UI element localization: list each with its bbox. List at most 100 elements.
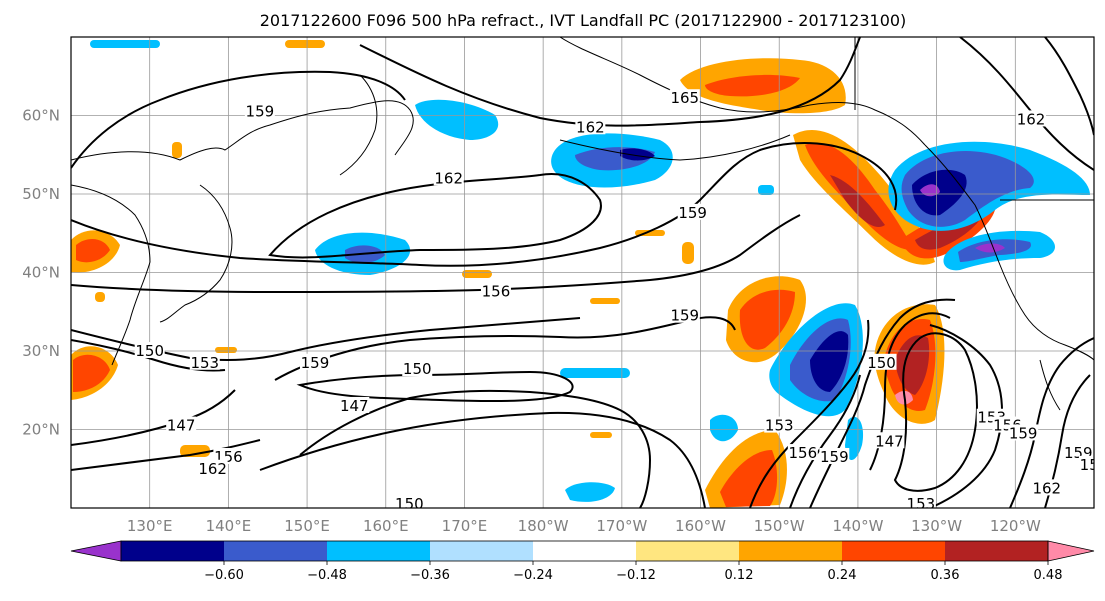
contour-label-background — [1031, 479, 1062, 496]
coast-kamchatka — [339, 74, 378, 176]
contour-label: 165 — [670, 89, 699, 107]
contour-label-background — [1008, 424, 1039, 441]
contour-label-background — [575, 118, 606, 135]
colorbar-tick-label: 0.48 — [1034, 568, 1063, 583]
contour-label: 153 — [765, 417, 794, 435]
coast-north-america-west — [924, 144, 1094, 361]
lon-tick-label: 160°W — [675, 517, 726, 535]
colorbar-tick-label: −0.24 — [513, 568, 553, 583]
contour-label: 156 — [482, 282, 511, 300]
colorbar-swatch — [842, 541, 946, 561]
contour-label: 162 — [198, 460, 227, 478]
colorbar-swatch — [636, 541, 740, 561]
colorbar-left-arrow — [70, 540, 122, 562]
contour-label: 162 — [1017, 110, 1046, 128]
colorbar-tick-label: 0.36 — [931, 568, 960, 583]
contour-label-background — [669, 306, 700, 323]
map-title: 2017122600 F096 500 hPa refract., IVT La… — [260, 11, 907, 30]
lat-tick-label: 20°N — [22, 421, 60, 439]
patch-negative-okhotsk — [415, 99, 499, 140]
coastlines — [71, 37, 1094, 411]
contour-label: 159 — [1009, 424, 1038, 442]
coast-asia-north — [71, 100, 414, 161]
contour-label: 156 — [1080, 456, 1105, 474]
contour-150-west — [71, 339, 226, 372]
colorbar-tick-label: 0.24 — [828, 568, 857, 583]
contour-label: 162 — [576, 118, 605, 136]
contour-label-background — [480, 282, 511, 299]
contour-label-background — [402, 360, 433, 377]
coast-japan — [159, 184, 233, 323]
patch-positive-west-tropics-inner — [73, 354, 110, 392]
contour-162-north — [359, 37, 861, 127]
lat-tick-label: 60°N — [22, 107, 60, 125]
colorbar-swatch — [739, 541, 843, 561]
lon-tick-label: 130°E — [127, 517, 173, 535]
colorbar-tick-label: 0.12 — [725, 568, 754, 583]
contour-label-background — [874, 432, 905, 449]
contour-label: 159 — [678, 204, 707, 222]
lon-tick-label: 170°W — [596, 517, 647, 535]
coast-alaska — [559, 37, 926, 146]
contour-label-background — [905, 495, 936, 508]
contour-label-background — [134, 342, 165, 358]
patch-positive-bering-inner — [705, 74, 800, 97]
patch-negative-south-pacific-a — [710, 414, 738, 442]
contour-162-inner — [268, 173, 602, 259]
patch-negative-south-pacific-c — [565, 482, 615, 502]
patch-speck-3 — [215, 347, 237, 353]
colorbar-tick-label: −0.48 — [307, 568, 347, 583]
contour-label-background — [1016, 110, 1047, 127]
contour-label: 153 — [907, 495, 936, 513]
contour-label: 147 — [167, 417, 196, 435]
lon-tick-label: 140°E — [206, 517, 252, 535]
contour-156-se — [1009, 337, 1094, 508]
contour-label-background — [819, 447, 850, 464]
map-frame — [70, 36, 1095, 509]
contour-159-mid — [71, 142, 898, 267]
contour-label: 150 — [135, 342, 164, 360]
contour-label-background — [764, 416, 795, 433]
contour-label-background — [787, 444, 818, 461]
patch-positive-gulf-alaska-inner — [830, 175, 885, 228]
colorbar-swatch — [327, 541, 431, 561]
contour-159-north — [71, 70, 406, 169]
longitude-labels: 130°E 140°E 150°E 160°E 170°E 180°W 170°W 160°W… — [127, 517, 1041, 535]
colorbar-tick-label: −0.60 — [204, 568, 244, 583]
lon-tick-label: 180°W — [518, 517, 569, 535]
lon-tick-label: 160°E — [363, 517, 409, 535]
lat-tick-label: 30°N — [22, 342, 60, 360]
patch-speck-7 — [758, 185, 774, 195]
patch-speck-6 — [682, 242, 694, 264]
patch-negative-nw-pacific-inner — [620, 148, 655, 161]
patch-speck-4 — [590, 432, 612, 438]
lat-tick-label: 50°N — [22, 185, 60, 203]
contour-label: 162 — [434, 169, 463, 187]
contour-label: 150 — [403, 360, 432, 378]
colorbar-tick-label: −0.12 — [616, 568, 656, 583]
contour-label: 159 — [820, 448, 849, 466]
contour-label: 150 — [867, 354, 896, 372]
colorbar-swatch — [430, 541, 534, 561]
contour-label-background — [244, 102, 275, 119]
gridlines — [71, 37, 1094, 508]
contour-150-sw — [259, 411, 706, 508]
coast-asia-east — [71, 184, 151, 366]
patch-negative-california-core — [975, 243, 1005, 253]
patch-speck-13 — [560, 368, 630, 378]
contour-label-background — [677, 203, 708, 220]
patch-speck-8 — [90, 40, 160, 48]
contour-156-east — [789, 374, 861, 508]
colorbar-right-arrow — [1047, 540, 1095, 562]
contour-label-background — [166, 416, 197, 433]
contour-label: 156 — [789, 444, 818, 462]
patch-speck-1 — [462, 270, 492, 278]
colorbar: −0.60 −0.48 −0.36 −0.24 −0.12 0.12 0.24 0.36 0.4… — [70, 540, 1095, 583]
patch-speck-2 — [590, 298, 620, 304]
contour-label-background — [339, 396, 370, 413]
patch-speck-10 — [172, 142, 182, 158]
contour-156-sw — [71, 439, 261, 471]
lon-tick-label: 150°W — [754, 517, 805, 535]
